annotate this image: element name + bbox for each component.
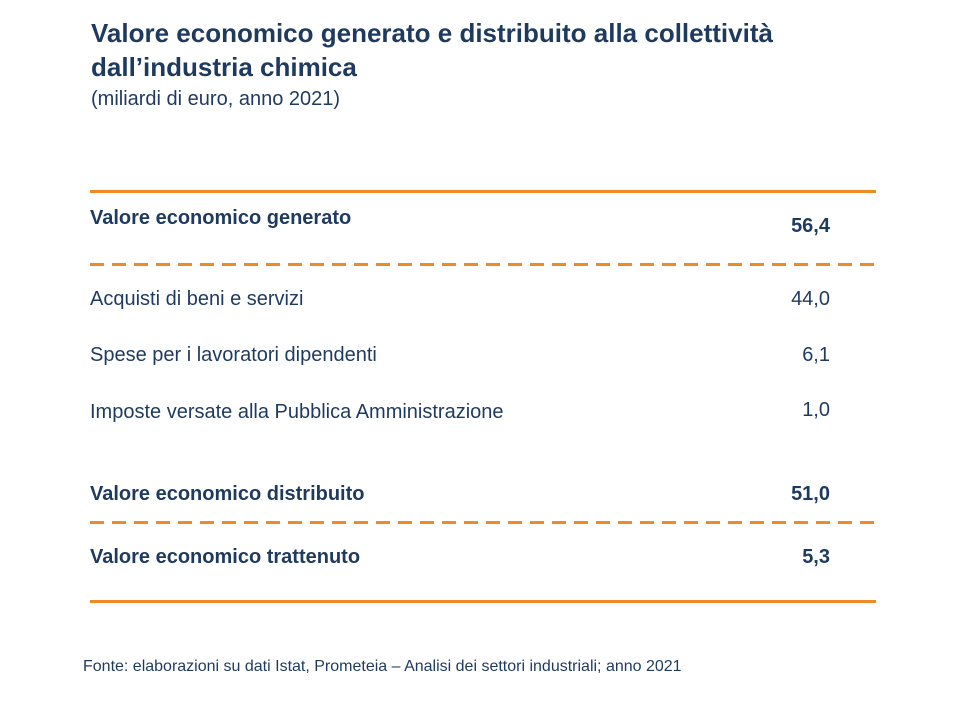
source-note: Fonte: elaborazioni su dati Istat, Prome… xyxy=(83,658,682,675)
distributed-value: 51,0 xyxy=(791,483,830,505)
item-label-purchases: Acquisti di beni e servizi xyxy=(90,288,304,310)
dashed-rule-lower xyxy=(90,521,876,524)
top-rule xyxy=(90,190,876,193)
item-label-employees: Spese per i lavoratori dipendenti xyxy=(90,344,377,366)
dashed-rule-upper xyxy=(90,263,876,266)
generated-label: Valore economico generato xyxy=(90,207,352,229)
page-title: Valore economico generato e distribuito … xyxy=(91,18,773,82)
generated-value: 56,4 xyxy=(791,215,830,237)
distributed-label: Valore economico distribuito xyxy=(90,483,365,505)
page-subtitle: (miliardi di euro, anno 2021) xyxy=(91,88,341,110)
retained-value: 5,3 xyxy=(802,546,830,568)
item-label-taxes: Imposte versate alla Pubblica Amministra… xyxy=(90,401,504,423)
bottom-rule xyxy=(90,600,876,603)
retained-label: Valore economico trattenuto xyxy=(90,546,361,568)
item-value-employees: 6,1 xyxy=(802,344,830,366)
item-value-taxes: 1,0 xyxy=(802,399,830,421)
item-value-purchases: 44,0 xyxy=(791,288,830,310)
